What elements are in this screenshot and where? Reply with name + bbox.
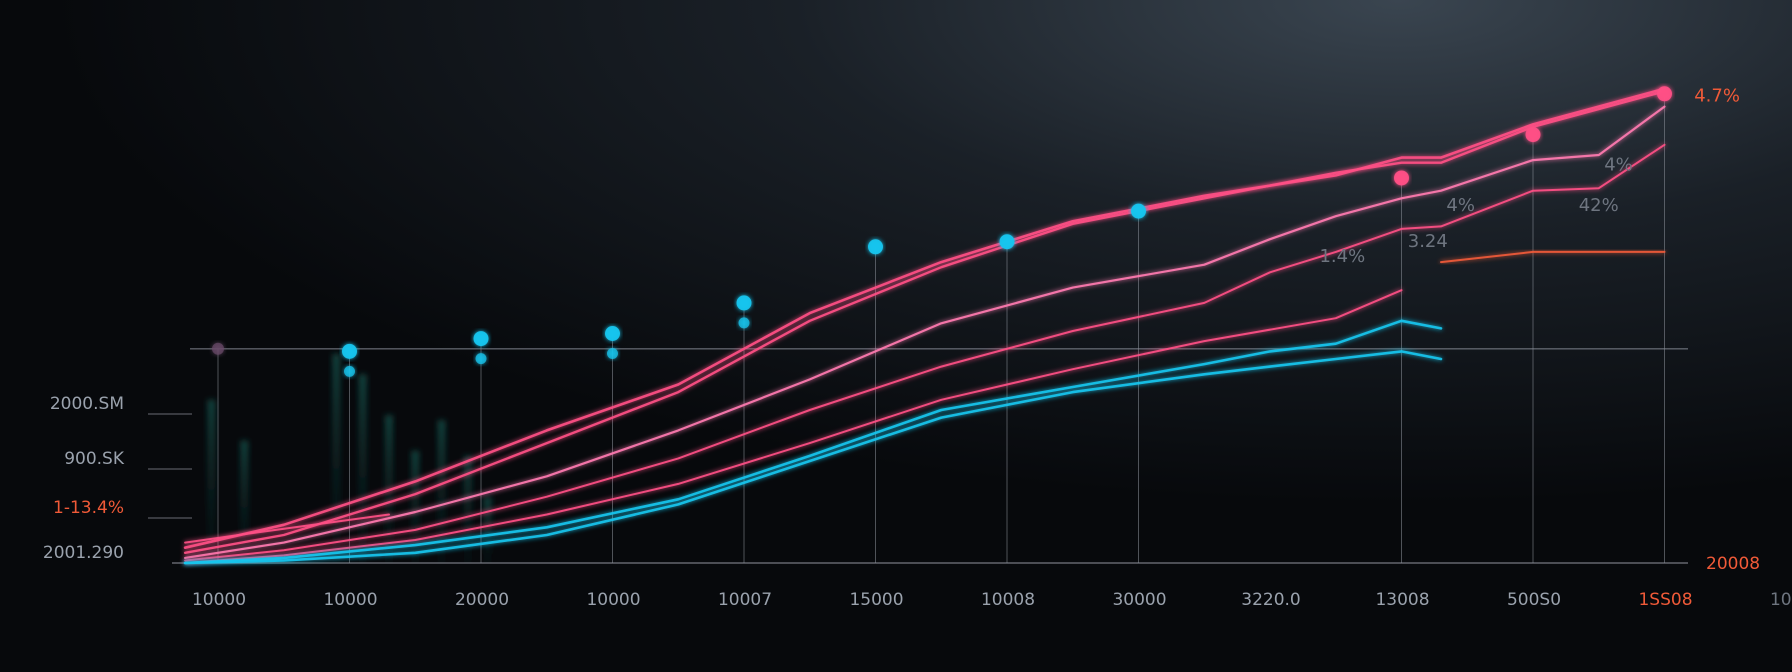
annotation-label: 1.4%	[1319, 246, 1365, 267]
y-tick-label: 1-13.4%	[53, 498, 124, 518]
secondary-marker	[607, 348, 618, 359]
data-point-marker	[1525, 127, 1541, 143]
x-tick-label: 10008	[981, 590, 1035, 610]
secondary-marker	[475, 353, 487, 365]
right-axis-label: 20008	[1706, 554, 1760, 574]
y-tick-label: 2000.SM	[50, 394, 124, 414]
annotation-label: 4%	[1446, 195, 1475, 216]
x-tick-label: 10000	[323, 590, 377, 610]
data-point-marker	[212, 342, 224, 355]
data-point-marker	[342, 343, 357, 359]
x-tick-label: 3220.0	[1241, 590, 1300, 610]
data-point-marker	[473, 331, 489, 347]
tick-labels: 10000 10000 20000 10000 10007 15000 10008 30000…	[43, 394, 1792, 610]
x-tick-label: 1SS08	[1638, 590, 1692, 610]
axes	[148, 93, 1688, 564]
markers	[212, 86, 1672, 377]
x-tick-label: 30000	[1112, 590, 1166, 610]
x-tick-label: 10007	[718, 590, 772, 610]
series-line	[184, 289, 1403, 564]
background-bar	[207, 399, 216, 563]
series-lines	[183, 87, 1666, 565]
data-point-marker	[999, 234, 1015, 250]
series-line	[184, 513, 390, 544]
series-line	[184, 143, 1666, 562]
data-point-marker	[1394, 170, 1409, 186]
background-bar	[358, 374, 367, 563]
data-point-marker	[1657, 86, 1672, 102]
x-tick-label: 15000	[849, 590, 903, 610]
data-point-marker	[736, 295, 752, 311]
series-line	[184, 105, 1666, 559]
x-tick-label: 500S0	[1507, 590, 1561, 610]
y-tick-label: 2001.290	[43, 543, 124, 563]
x-tick-label: 10000	[1770, 590, 1792, 610]
background-bar	[332, 353, 341, 563]
y-tick-label: 900.SK	[64, 449, 125, 469]
data-point-marker	[868, 239, 883, 255]
x-tick-label: 10000	[586, 590, 640, 610]
annotations: 1.4% 3.24 4% 42% 4% 4.7%	[1319, 85, 1740, 267]
x-tick-label: 10000	[192, 590, 246, 610]
annotation-label: 4.7%	[1694, 85, 1740, 106]
background-bar	[483, 496, 492, 563]
series-line	[1440, 250, 1666, 264]
background-bar	[437, 420, 446, 563]
background-bar	[411, 450, 420, 563]
data-point-marker	[1131, 203, 1146, 219]
background-bar	[463, 455, 472, 563]
annotation-label: 42%	[1579, 195, 1619, 216]
secondary-marker	[738, 317, 750, 329]
x-tick-label: 20000	[455, 590, 509, 610]
background-bar	[240, 440, 249, 563]
secondary-marker	[344, 365, 355, 377]
annotation-label: 4%	[1604, 154, 1633, 175]
x-tick-label: 13008	[1375, 590, 1429, 610]
annotation-label: 3.24	[1408, 231, 1448, 252]
series-line	[183, 319, 1443, 565]
data-point-marker	[605, 326, 620, 341]
series-line	[183, 350, 1443, 565]
